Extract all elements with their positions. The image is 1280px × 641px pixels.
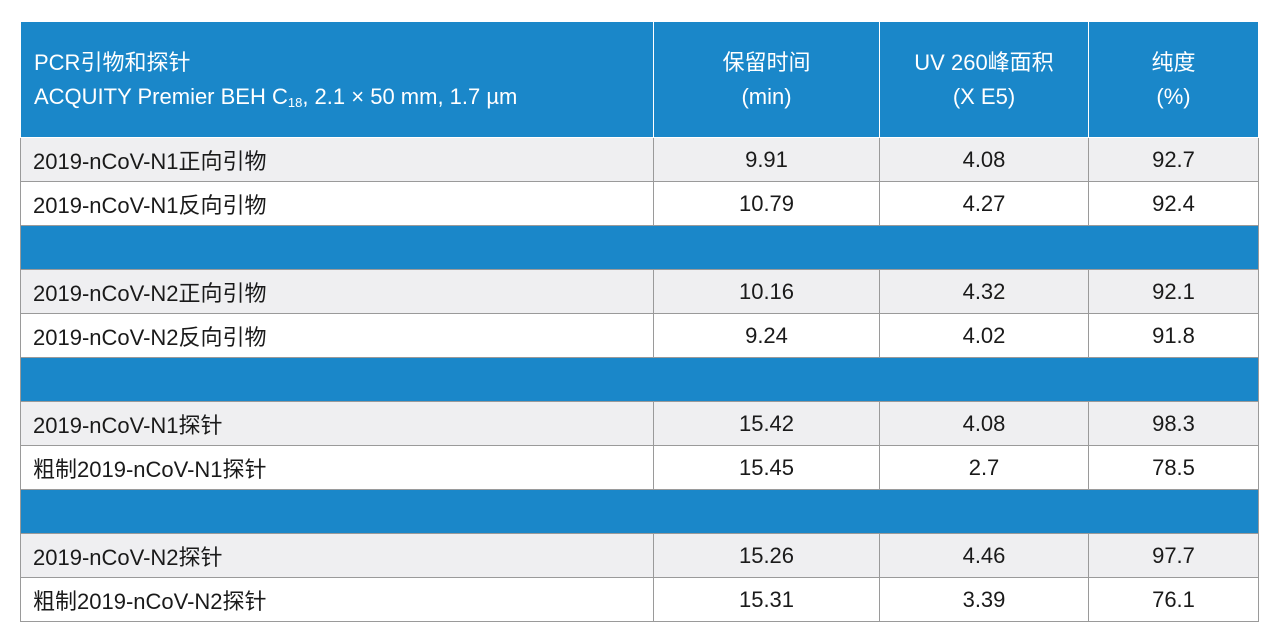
header-sample-line1: PCR引物和探针 [34,49,191,75]
table-header-row: PCR引物和探针 ACQUITY Premier BEH C18, 2.1 × … [20,21,1259,138]
cell-sample-name: 2019-nCoV-N2正向引物 [20,269,654,314]
cell-purity: 78.5 [1088,445,1259,490]
header-sample-name: PCR引物和探针 ACQUITY Premier BEH C18, 2.1 × … [20,21,654,138]
cell-purity: 97.7 [1088,533,1259,578]
header-purity: 纯度 (%) [1088,21,1259,138]
header-purity-unit: (%) [1156,83,1191,109]
header-column-spec: ACQUITY Premier BEH C18, 2.1 × 50 mm, 1.… [34,80,653,114]
table-row: 2019-nCoV-N2反向引物 9.24 4.02 91.8 [20,313,1259,358]
table-row: 粗制2019-nCoV-N1探针 15.45 2.7 78.5 [20,445,1259,490]
column-spec-subscript: 18 [287,94,303,110]
cell-purity: 92.7 [1088,137,1259,182]
cell-retention-time: 15.45 [653,445,880,490]
column-spec-text: ACQUITY Premier BEH C [34,83,288,109]
cell-sample-name: 2019-nCoV-N2探针 [20,533,654,578]
column-spec-dims: , 2.1 × 50 mm, 1.7 µm [302,83,518,109]
cell-purity: 76.1 [1088,577,1259,622]
cell-sample-name: 2019-nCoV-N1正向引物 [20,137,654,182]
cell-peak-area: 4.27 [879,181,1089,226]
cell-sample-name: 2019-nCoV-N2反向引物 [20,313,654,358]
cell-sample-name: 粗制2019-nCoV-N2探针 [20,577,654,622]
separator-cell [20,225,1259,270]
cell-peak-area: 3.39 [879,577,1089,622]
cell-peak-area: 4.46 [879,533,1089,578]
cell-retention-time: 10.16 [653,269,880,314]
cell-peak-area: 4.08 [879,401,1089,446]
table-row: 2019-nCoV-N2探针 15.26 4.46 97.7 [20,533,1259,578]
group-separator-row [20,225,1259,270]
cell-retention-time: 10.79 [653,181,880,226]
separator-cell [20,489,1259,534]
cell-retention-time: 15.26 [653,533,880,578]
header-rt-unit: (min) [741,83,792,109]
cell-peak-area: 2.7 [879,445,1089,490]
cell-retention-time: 9.91 [653,137,880,182]
cell-retention-time: 15.31 [653,577,880,622]
cell-sample-name: 粗制2019-nCoV-N1探针 [20,445,654,490]
cell-purity: 92.1 [1088,269,1259,314]
cell-peak-area: 4.32 [879,269,1089,314]
group-separator-row [20,357,1259,402]
table-row: 2019-nCoV-N1探针 15.42 4.08 98.3 [20,401,1259,446]
cell-peak-area: 4.08 [879,137,1089,182]
cell-purity: 92.4 [1088,181,1259,226]
table-row: 粗制2019-nCoV-N2探针 15.31 3.39 76.1 [20,577,1259,622]
header-purity-label: 纯度 [1151,49,1196,75]
separator-cell [20,357,1259,402]
header-area-label: UV 260峰面积 [914,49,1054,75]
cell-peak-area: 4.02 [879,313,1089,358]
header-area-unit: (X E5) [952,83,1016,109]
header-retention-time: 保留时间 (min) [653,21,880,138]
cell-purity: 98.3 [1088,401,1259,446]
header-rt-label: 保留时间 [722,49,811,75]
table-row: 2019-nCoV-N1反向引物 10.79 4.27 92.4 [20,181,1259,226]
cell-purity: 91.8 [1088,313,1259,358]
group-separator-row [20,489,1259,534]
cell-sample-name: 2019-nCoV-N1探针 [20,401,654,446]
cell-retention-time: 9.24 [653,313,880,358]
cell-sample-name: 2019-nCoV-N1反向引物 [20,181,654,226]
table-row: 2019-nCoV-N2正向引物 10.16 4.32 92.1 [20,269,1259,314]
oligo-purity-table: PCR引物和探针 ACQUITY Premier BEH C18, 2.1 × … [20,21,1259,622]
header-peak-area: UV 260峰面积 (X E5) [879,21,1089,138]
table-row: 2019-nCoV-N1正向引物 9.91 4.08 92.7 [20,137,1259,182]
cell-retention-time: 15.42 [653,401,880,446]
